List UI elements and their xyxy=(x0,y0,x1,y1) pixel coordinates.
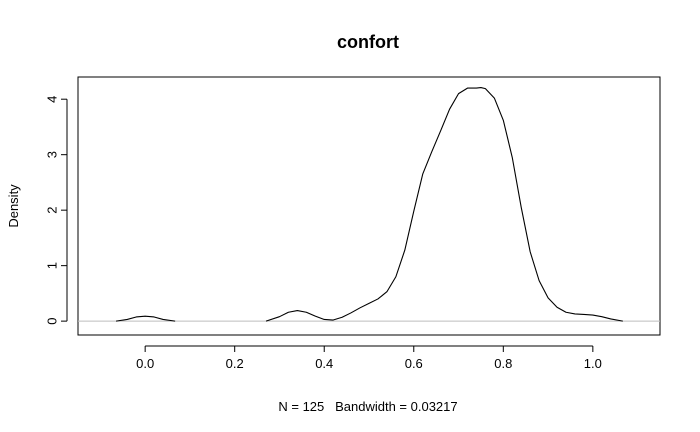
chart-title: confort xyxy=(337,32,399,52)
density-line-segment-1 xyxy=(115,315,176,322)
y-tick-label: 4 xyxy=(45,96,60,103)
plot-frame xyxy=(77,76,661,336)
x-tick-label: 1.0 xyxy=(584,356,602,371)
y-tick-label: 0 xyxy=(45,318,60,325)
x-tick-label: 0.8 xyxy=(494,356,512,371)
density-line-segment-2 xyxy=(265,86,623,322)
x-axis-label: N = 125 Bandwidth = 0.03217 xyxy=(278,399,457,414)
density-curve xyxy=(115,86,623,322)
x-tick-label: 0.4 xyxy=(315,356,333,371)
y-tick-label: 3 xyxy=(45,151,60,158)
y-tick-label: 1 xyxy=(45,262,60,269)
x-tick-label: 0.0 xyxy=(136,356,154,371)
y-tick-label: 2 xyxy=(45,207,60,214)
y-axis-label: Density xyxy=(6,184,21,228)
x-axis: 0.0 0.2 0.4 0.6 0.8 1.0 xyxy=(136,345,602,371)
x-tick-label: 0.2 xyxy=(226,356,244,371)
y-axis: 0 1 2 3 4 xyxy=(45,96,68,325)
x-tick-label: 0.6 xyxy=(405,356,423,371)
